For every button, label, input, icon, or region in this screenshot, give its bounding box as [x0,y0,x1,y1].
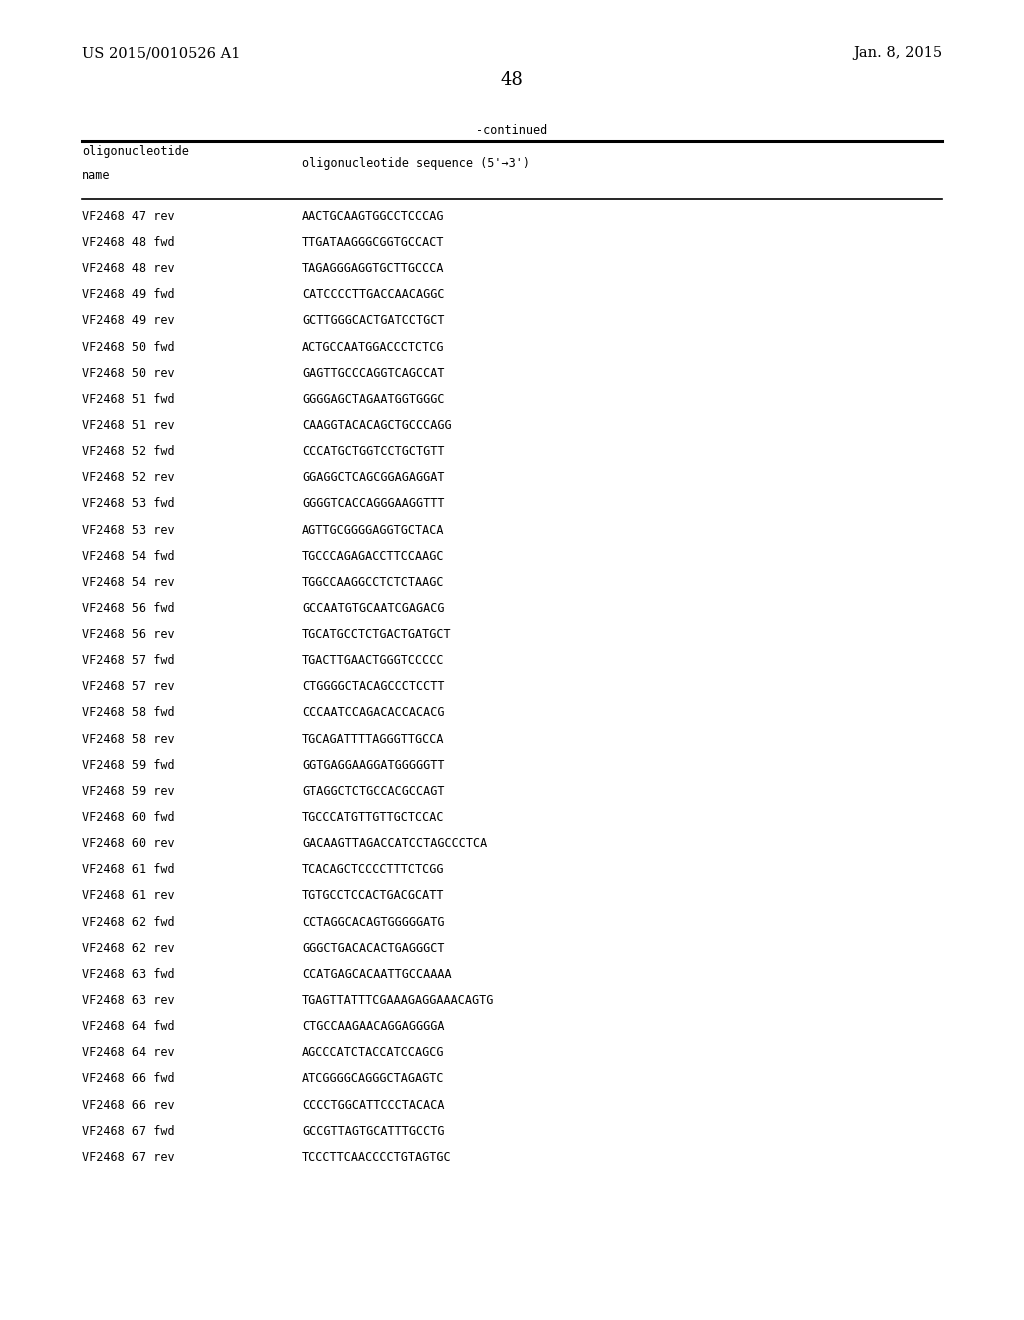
Text: GGGGTCACCAGGGAAGGTTT: GGGGTCACCAGGGAAGGTTT [302,498,444,511]
Text: CCCCTGGCATTCCCTACACA: CCCCTGGCATTCCCTACACA [302,1098,444,1111]
Text: CTGCCAAGAACAGGAGGGGA: CTGCCAAGAACAGGAGGGGA [302,1020,444,1034]
Text: TGCCCATGTTGTTGCTCCAC: TGCCCATGTTGTTGCTCCAC [302,810,444,824]
Text: VF2468 62 fwd: VF2468 62 fwd [82,916,174,928]
Text: VF2468 48 rev: VF2468 48 rev [82,263,174,275]
Text: VF2468 64 fwd: VF2468 64 fwd [82,1020,174,1034]
Text: VF2468 62 rev: VF2468 62 rev [82,941,174,954]
Text: VF2468 63 fwd: VF2468 63 fwd [82,968,174,981]
Text: VF2468 51 rev: VF2468 51 rev [82,418,174,432]
Text: VF2468 47 rev: VF2468 47 rev [82,210,174,223]
Text: VF2468 54 fwd: VF2468 54 fwd [82,549,174,562]
Text: GCTTGGGCACTGATCCTGCT: GCTTGGGCACTGATCCTGCT [302,314,444,327]
Text: VF2468 50 rev: VF2468 50 rev [82,367,174,380]
Text: GGTGAGGAAGGATGGGGGTT: GGTGAGGAAGGATGGGGGTT [302,759,444,772]
Text: GACAAGTTAGACCATCCTAGCCCTCA: GACAAGTTAGACCATCCTAGCCCTCA [302,837,487,850]
Text: TGCAGATTTTAGGGTTGCCA: TGCAGATTTTAGGGTTGCCA [302,733,444,746]
Text: VF2468 61 fwd: VF2468 61 fwd [82,863,174,876]
Text: TGCATGCCTCTGACTGATGCT: TGCATGCCTCTGACTGATGCT [302,628,452,642]
Text: CAAGGTACACAGCTGCCCAGG: CAAGGTACACAGCTGCCCAGG [302,418,452,432]
Text: VF2468 56 fwd: VF2468 56 fwd [82,602,174,615]
Text: VF2468 51 fwd: VF2468 51 fwd [82,393,174,405]
Text: TGTGCCTCCACTGACGCATT: TGTGCCTCCACTGACGCATT [302,890,444,903]
Text: AGTTGCGGGGAGGTGCTACA: AGTTGCGGGGAGGTGCTACA [302,524,444,536]
Text: name: name [82,169,111,182]
Text: VF2468 63 rev: VF2468 63 rev [82,994,174,1007]
Text: TCCCTTCAACCCCTGTAGTGC: TCCCTTCAACCCCTGTAGTGC [302,1151,452,1164]
Text: oligonucleotide: oligonucleotide [82,145,188,158]
Text: VF2468 60 rev: VF2468 60 rev [82,837,174,850]
Text: GGAGGCTCAGCGGAGAGGAT: GGAGGCTCAGCGGAGAGGAT [302,471,444,484]
Text: VF2468 67 rev: VF2468 67 rev [82,1151,174,1164]
Text: -continued: -continued [476,124,548,137]
Text: AACTGCAAGTGGCCTCCCAG: AACTGCAAGTGGCCTCCCAG [302,210,444,223]
Text: CATCCCCTTGACCAACAGGC: CATCCCCTTGACCAACAGGC [302,288,444,301]
Text: VF2468 59 fwd: VF2468 59 fwd [82,759,174,772]
Text: VF2468 66 rev: VF2468 66 rev [82,1098,174,1111]
Text: VF2468 52 fwd: VF2468 52 fwd [82,445,174,458]
Text: TAGAGGGAGGTGCTTGCCCA: TAGAGGGAGGTGCTTGCCCA [302,263,444,275]
Text: VF2468 49 rev: VF2468 49 rev [82,314,174,327]
Text: GCCAATGTGCAATCGAGACG: GCCAATGTGCAATCGAGACG [302,602,444,615]
Text: VF2468 53 fwd: VF2468 53 fwd [82,498,174,511]
Text: VF2468 58 rev: VF2468 58 rev [82,733,174,746]
Text: US 2015/0010526 A1: US 2015/0010526 A1 [82,46,241,61]
Text: VF2468 49 fwd: VF2468 49 fwd [82,288,174,301]
Text: TTGATAAGGGCGGTGCCACT: TTGATAAGGGCGGTGCCACT [302,236,444,249]
Text: GTAGGCTCTGCCACGCCAGT: GTAGGCTCTGCCACGCCAGT [302,785,444,797]
Text: VF2468 61 rev: VF2468 61 rev [82,890,174,903]
Text: 48: 48 [501,71,523,90]
Text: VF2468 59 rev: VF2468 59 rev [82,785,174,797]
Text: GGGCTGACACACTGAGGGCT: GGGCTGACACACTGAGGGCT [302,941,444,954]
Text: CCATGAGCACAATTGCCAAAA: CCATGAGCACAATTGCCAAAA [302,968,452,981]
Text: TGAGTTATTTCGAAAGAGGAAACAGTG: TGAGTTATTTCGAAAGAGGAAACAGTG [302,994,495,1007]
Text: VF2468 64 rev: VF2468 64 rev [82,1047,174,1059]
Text: ACTGCCAATGGACCCTCTCG: ACTGCCAATGGACCCTCTCG [302,341,444,354]
Text: CCTAGGCACAGTGGGGGATG: CCTAGGCACAGTGGGGGATG [302,916,444,928]
Text: VF2468 50 fwd: VF2468 50 fwd [82,341,174,354]
Text: VF2468 48 fwd: VF2468 48 fwd [82,236,174,249]
Text: VF2468 56 rev: VF2468 56 rev [82,628,174,642]
Text: AGCCCATCTACCATCCAGCG: AGCCCATCTACCATCCAGCG [302,1047,444,1059]
Text: TGCCCAGAGACCTTCCAAGC: TGCCCAGAGACCTTCCAAGC [302,549,444,562]
Text: VF2468 66 fwd: VF2468 66 fwd [82,1072,174,1085]
Text: TGACTTGAACTGGGTCCCCC: TGACTTGAACTGGGTCCCCC [302,655,444,667]
Text: VF2468 67 fwd: VF2468 67 fwd [82,1125,174,1138]
Text: Jan. 8, 2015: Jan. 8, 2015 [853,46,942,61]
Text: CCCATGCTGGTCCTGCTGTT: CCCATGCTGGTCCTGCTGTT [302,445,444,458]
Text: TGGCCAAGGCCTCTCTAAGC: TGGCCAAGGCCTCTCTAAGC [302,576,444,589]
Text: VF2468 57 rev: VF2468 57 rev [82,680,174,693]
Text: ATCGGGGCAGGGCTAGAGTC: ATCGGGGCAGGGCTAGAGTC [302,1072,444,1085]
Text: oligonucleotide sequence (5'→3'): oligonucleotide sequence (5'→3') [302,157,530,170]
Text: CTGGGGCTACAGCCCTCCTT: CTGGGGCTACAGCCCTCCTT [302,680,444,693]
Text: GGGGAGCTAGAATGGTGGGC: GGGGAGCTAGAATGGTGGGC [302,393,444,405]
Text: VF2468 52 rev: VF2468 52 rev [82,471,174,484]
Text: VF2468 57 fwd: VF2468 57 fwd [82,655,174,667]
Text: VF2468 54 rev: VF2468 54 rev [82,576,174,589]
Text: VF2468 60 fwd: VF2468 60 fwd [82,810,174,824]
Text: CCCAATCCAGACACCACACG: CCCAATCCAGACACCACACG [302,706,444,719]
Text: VF2468 53 rev: VF2468 53 rev [82,524,174,536]
Text: GCCGTTAGTGCATTTGCCTG: GCCGTTAGTGCATTTGCCTG [302,1125,444,1138]
Text: GAGTTGCCCAGGTCAGCCAT: GAGTTGCCCAGGTCAGCCAT [302,367,444,380]
Text: TCACAGCTCCCCTTTCTCGG: TCACAGCTCCCCTTTCTCGG [302,863,444,876]
Text: VF2468 58 fwd: VF2468 58 fwd [82,706,174,719]
